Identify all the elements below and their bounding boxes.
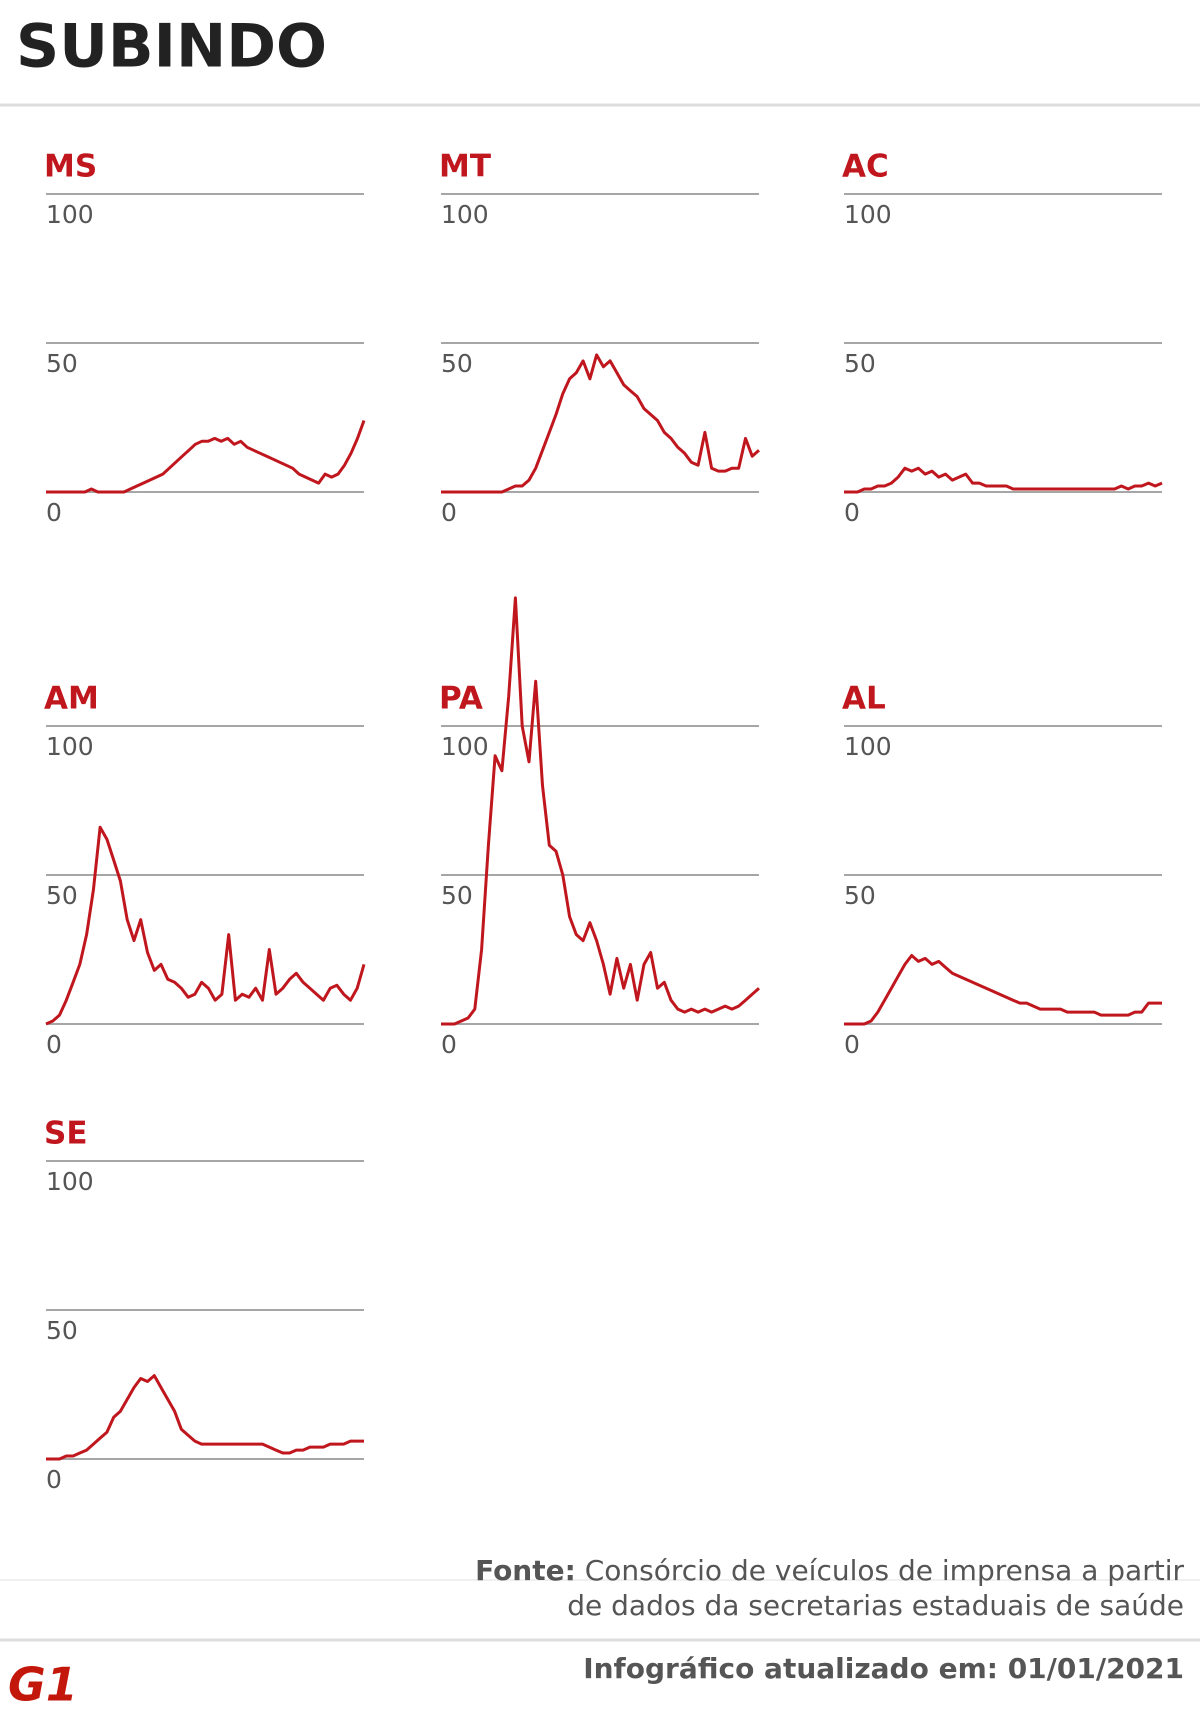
y-tick-label: 100 (844, 200, 892, 229)
panel-title: AM (44, 681, 99, 717)
logo: G1 (8, 1658, 78, 1712)
y-tick-label: 100 (46, 200, 94, 229)
panel-title: AL (842, 681, 886, 717)
y-tick-label: 50 (46, 349, 78, 378)
y-tick-label: 0 (46, 1465, 62, 1494)
panel-title: AC (842, 149, 889, 185)
y-tick-label: 50 (46, 881, 78, 910)
y-tick-label: 100 (46, 732, 94, 761)
y-tick-label: 0 (844, 1030, 860, 1059)
data-line (46, 419, 366, 494)
updated-date: Infográfico atualizado em: 01/01/2021 (583, 1652, 1184, 1685)
y-tick-label: 0 (441, 498, 457, 527)
y-tick-label: 50 (441, 881, 473, 910)
source-line: de dados da secretarias estaduais de saú… (567, 1589, 1184, 1622)
y-tick-label: 50 (46, 1316, 78, 1345)
y-tick-label: 0 (844, 498, 860, 527)
page-title: SUBINDO (16, 12, 327, 82)
panel-title: MS (44, 149, 97, 185)
y-tick-label: 0 (441, 1030, 457, 1059)
panel-title: MT (439, 149, 491, 185)
y-tick-label: 100 (441, 732, 489, 761)
y-tick-label: 0 (46, 1030, 62, 1059)
panel-title: PA (439, 681, 483, 717)
data-line (46, 1374, 364, 1461)
y-tick-label: 0 (46, 498, 62, 527)
y-tick-label: 50 (844, 349, 876, 378)
data-line (844, 466, 1163, 494)
source-label: Fonte: (475, 1554, 576, 1587)
y-tick-label: 50 (441, 349, 473, 378)
y-tick-label: 50 (844, 881, 876, 910)
y-tick-label: 100 (46, 1167, 94, 1196)
data-line (441, 596, 760, 1026)
data-line (441, 353, 760, 494)
source: Fonte: Consórcio de veículos de imprensa… (475, 1554, 1184, 1587)
data-line (45, 825, 366, 1026)
source-line: Consórcio de veículos de imprensa a part… (585, 1554, 1185, 1587)
panel-title: SE (44, 1116, 88, 1152)
data-line (844, 954, 1162, 1026)
y-tick-label: 100 (441, 200, 489, 229)
y-tick-label: 100 (844, 732, 892, 761)
